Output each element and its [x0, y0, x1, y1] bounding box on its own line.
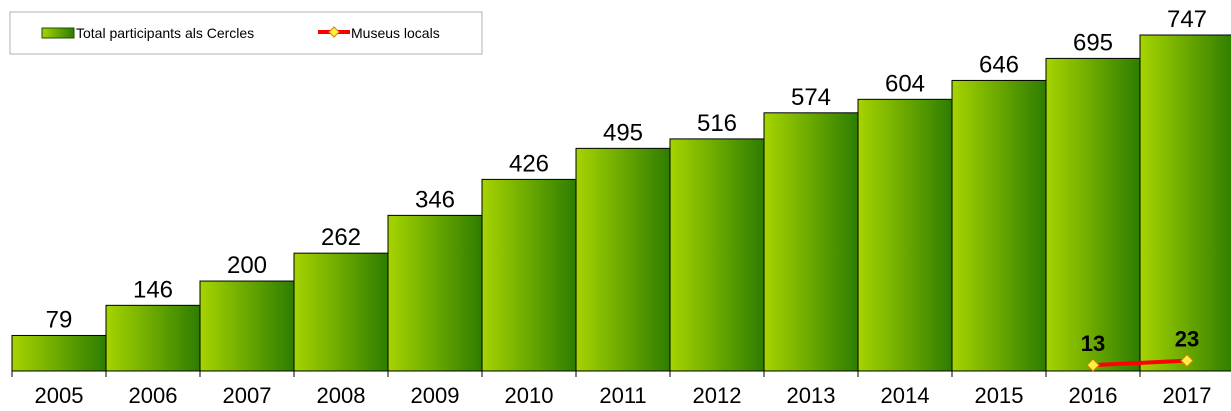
bar-2008 [293, 252, 389, 372]
bar-2017 [1139, 34, 1231, 372]
bar-value-label-2006: 146 [133, 276, 173, 303]
bar-value-label-2016: 695 [1073, 29, 1113, 56]
bar-value-label-2013: 574 [791, 84, 831, 111]
line-value-label-2016: 13 [1081, 331, 1105, 356]
x-tick-label-2005: 2005 [35, 383, 84, 408]
x-tick-label-2016: 2016 [1069, 383, 1118, 408]
legend-label-bars: Total participants als Cercles [76, 25, 254, 41]
bar-2011 [575, 147, 671, 372]
x-tick-label-2011: 2011 [599, 383, 646, 408]
bar-value-label-2017: 747 [1167, 6, 1207, 33]
bar-label-group: 79 146 200 262 346 426 495 516 574 604 646 695 747 [46, 6, 1207, 333]
bar-group [11, 34, 1231, 372]
x-tick-label-2012: 2012 [693, 383, 742, 408]
bar-2009 [387, 214, 483, 372]
line-value-label-2017: 23 [1175, 327, 1199, 352]
line-point-2017 [1180, 353, 1194, 368]
x-tick-label-2008: 2008 [317, 383, 366, 408]
x-tick-label-2006: 2006 [129, 383, 178, 408]
bar-2010 [481, 178, 577, 372]
bar-2007 [199, 280, 295, 372]
bar-value-label-2010: 426 [509, 150, 549, 177]
x-tick-label-2010: 2010 [505, 383, 554, 408]
bar-2012 [669, 138, 765, 372]
bar-2013 [763, 112, 859, 372]
x-tick-label-2007: 2007 [223, 383, 272, 408]
bar-value-label-2009: 346 [415, 186, 455, 213]
legend-swatch-marker [328, 26, 340, 38]
x-tick-label-2013: 2013 [787, 383, 836, 408]
bar-value-label-2005: 79 [46, 306, 73, 333]
bar-2014 [857, 98, 953, 372]
legend-swatch-bars [41, 27, 75, 39]
bar-2016 [1045, 57, 1141, 372]
x-tick-label-2015: 2015 [975, 383, 1024, 408]
x-tick-label-2014: 2014 [881, 383, 930, 408]
line-point-2016 [1086, 358, 1100, 372]
bar-value-label-2014: 604 [885, 70, 925, 97]
line-museus-locals [1092, 358, 1188, 368]
bar-value-label-2007: 200 [227, 252, 267, 279]
legend-box [9, 11, 483, 55]
bar-value-label-2012: 516 [697, 110, 737, 137]
bar-value-label-2015: 646 [979, 51, 1019, 78]
bar-2005 [11, 334, 107, 372]
bar-value-label-2008: 262 [321, 224, 361, 251]
x-tick-label-2009: 2009 [411, 383, 460, 408]
bar-value-label-2011: 495 [603, 119, 643, 146]
x-tick-label-2017: 2017 [1163, 383, 1212, 408]
legend-label-line: Museus locals [351, 25, 440, 41]
legend: Total participants als Cercles Museus lo… [9, 11, 483, 55]
x-tick-group: 2005 2006 2007 2008 2009 2010 2011 2012 2013 2014… [11, 371, 1212, 408]
bar-2015 [951, 79, 1047, 372]
line-series-group: 13 23 [1081, 327, 1199, 372]
bar-2006 [105, 304, 201, 372]
